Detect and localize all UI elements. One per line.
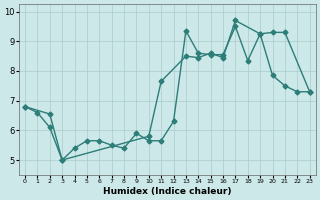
X-axis label: Humidex (Indice chaleur): Humidex (Indice chaleur) xyxy=(103,187,232,196)
